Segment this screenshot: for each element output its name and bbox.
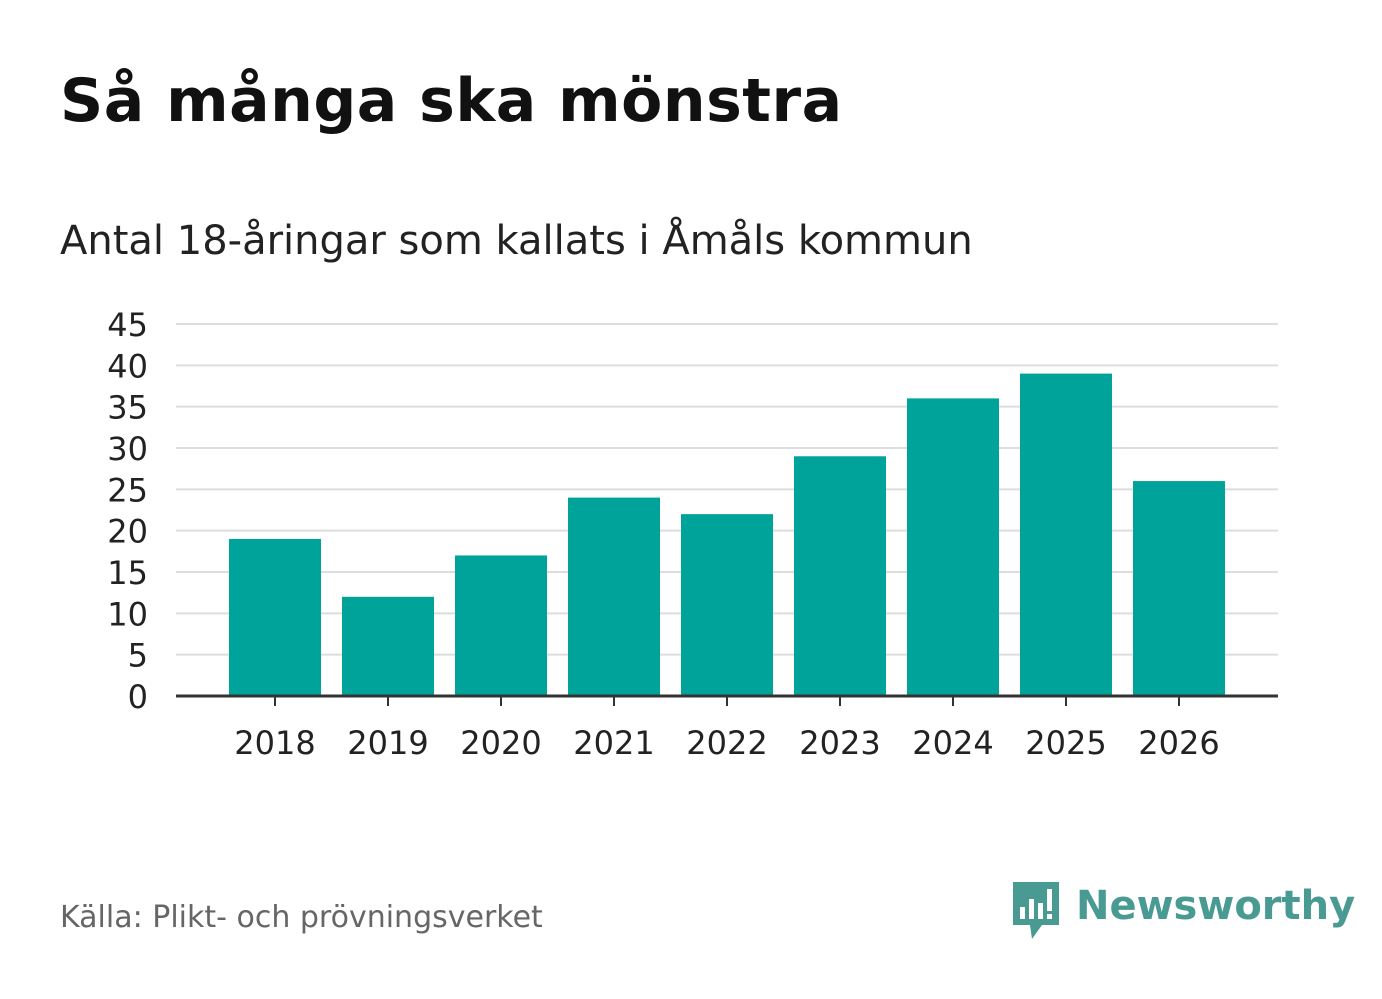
x-tick-label: 2020 — [460, 724, 541, 762]
bar-2025 — [1020, 373, 1112, 696]
bar-2026 — [1133, 481, 1225, 696]
chart-title: Så många ska mönstra — [60, 66, 843, 136]
y-tick-label: 45 — [107, 306, 148, 344]
x-tick-label: 2025 — [1025, 724, 1106, 762]
y-tick-label: 10 — [107, 595, 148, 633]
bar-2023 — [794, 456, 886, 696]
bar-2021 — [568, 497, 660, 696]
newsworthy-logo-icon — [1013, 882, 1059, 939]
brand-name: Newsworthy — [1076, 883, 1356, 929]
bar-2022 — [681, 514, 773, 696]
y-tick-label: 0 — [128, 678, 148, 716]
brand-logo: Newsworthy — [1010, 878, 1355, 942]
y-tick-label: 5 — [128, 637, 148, 675]
bar-2019 — [342, 596, 434, 696]
y-tick-label: 15 — [107, 554, 148, 592]
y-tick-label: 25 — [107, 471, 148, 509]
y-tick-label: 30 — [107, 430, 148, 468]
y-tick-label: 35 — [107, 389, 148, 427]
bar-2024 — [907, 398, 999, 696]
x-tick-label: 2022 — [686, 724, 767, 762]
bar-2018 — [229, 538, 321, 696]
chart-subtitle: Antal 18-åringar som kallats i Åmåls kom… — [60, 218, 973, 264]
x-tick-label: 2023 — [799, 724, 880, 762]
x-tick-label: 2026 — [1138, 724, 1219, 762]
x-tick-label: 2019 — [347, 724, 428, 762]
x-tick-label: 2021 — [573, 724, 654, 762]
source-note: Källa: Plikt- och prövningsverket — [60, 900, 543, 935]
y-tick-label: 20 — [107, 513, 148, 551]
x-tick-label: 2018 — [234, 724, 315, 762]
x-tick-label: 2024 — [912, 724, 993, 762]
y-tick-label: 40 — [107, 347, 148, 385]
bar-2020 — [455, 555, 547, 696]
